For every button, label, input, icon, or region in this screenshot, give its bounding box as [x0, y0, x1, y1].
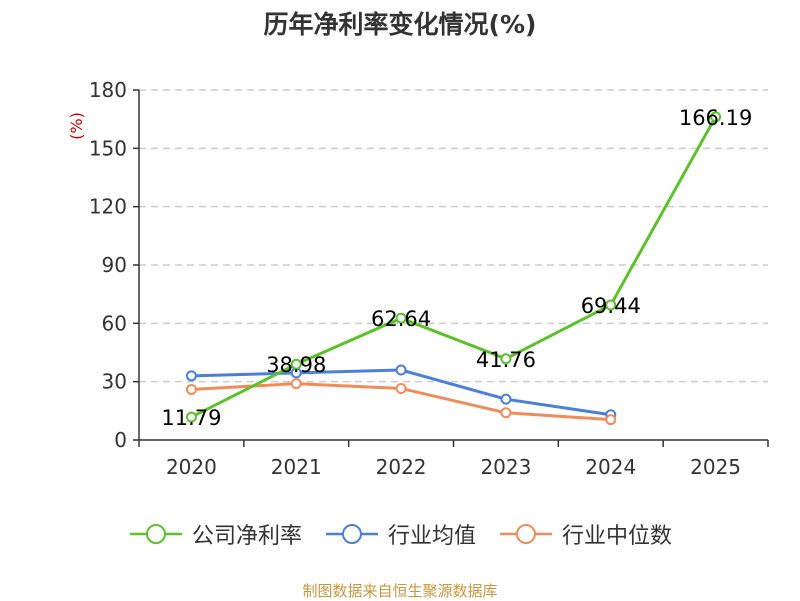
legend-label: 行业均值	[387, 524, 476, 549]
data-point	[500, 353, 512, 365]
data-point	[395, 382, 407, 394]
y-tick-label: 120	[89, 195, 127, 219]
data-label: 62.64	[371, 307, 431, 331]
x-tick-label: 2020	[166, 455, 217, 479]
legend-marker-industry-median	[500, 524, 552, 544]
data-label: 166.19	[679, 106, 752, 130]
y-axis-unit: (%)	[67, 112, 86, 140]
series-lines	[185, 111, 722, 426]
data-point	[605, 299, 617, 311]
x-tick-label: 2022	[376, 455, 427, 479]
data-point	[290, 378, 302, 390]
x-tick-label: 2021	[271, 455, 322, 479]
data-label: 41.76	[476, 348, 536, 372]
x-tick-label: 2025	[690, 455, 741, 479]
data-point	[500, 393, 512, 405]
data-label: 11.79	[161, 406, 221, 430]
data-label: 69.44	[581, 294, 641, 318]
y-tick-label: 60	[102, 311, 127, 335]
legend-label: 公司净利率	[191, 524, 302, 549]
x-tick-label: 2024	[585, 455, 636, 479]
data-source-note: 制图数据来自恒生聚源数据库	[302, 582, 498, 600]
data-point	[185, 383, 197, 395]
data-point	[185, 411, 197, 423]
legend-item-industry-median[interactable]: 行业中位数	[498, 518, 672, 550]
legend-label: 行业中位数	[562, 524, 673, 549]
y-tick-label: 150	[89, 136, 127, 160]
y-tick-label: 90	[102, 253, 127, 277]
axes	[133, 89, 769, 447]
x-tick-label: 2023	[480, 455, 531, 479]
data-point	[185, 370, 197, 382]
data-label: 38.98	[266, 353, 326, 377]
data-labels: 11.79 38.98 62.64 41.76 69.44 166.19	[161, 106, 752, 430]
data-point	[605, 414, 617, 426]
data-point	[710, 111, 722, 123]
y-tick-label: 180	[89, 78, 127, 102]
data-point	[500, 407, 512, 419]
data-point	[290, 358, 302, 370]
legend-item-company[interactable]: 公司净利率	[128, 518, 302, 550]
legend-item-industry-average[interactable]: 行业均值	[324, 518, 476, 550]
legend-marker-industry-average	[325, 524, 378, 544]
y-tick-label: 30	[102, 370, 127, 394]
tick-labels: 0 30 60 90 120 150 180 2020 2021 2022 2023 2024 2025	[89, 78, 741, 479]
grid-lines	[139, 89, 768, 383]
chart-title: 历年净利率变化情况(%)	[263, 10, 537, 39]
data-point	[395, 364, 407, 376]
legend: 公司净利率 行业均值 行业中位数	[0, 518, 800, 550]
y-tick-label: 0	[114, 428, 127, 452]
legend-marker-company	[129, 524, 182, 544]
series-line	[190, 116, 717, 419]
data-point	[395, 312, 407, 324]
